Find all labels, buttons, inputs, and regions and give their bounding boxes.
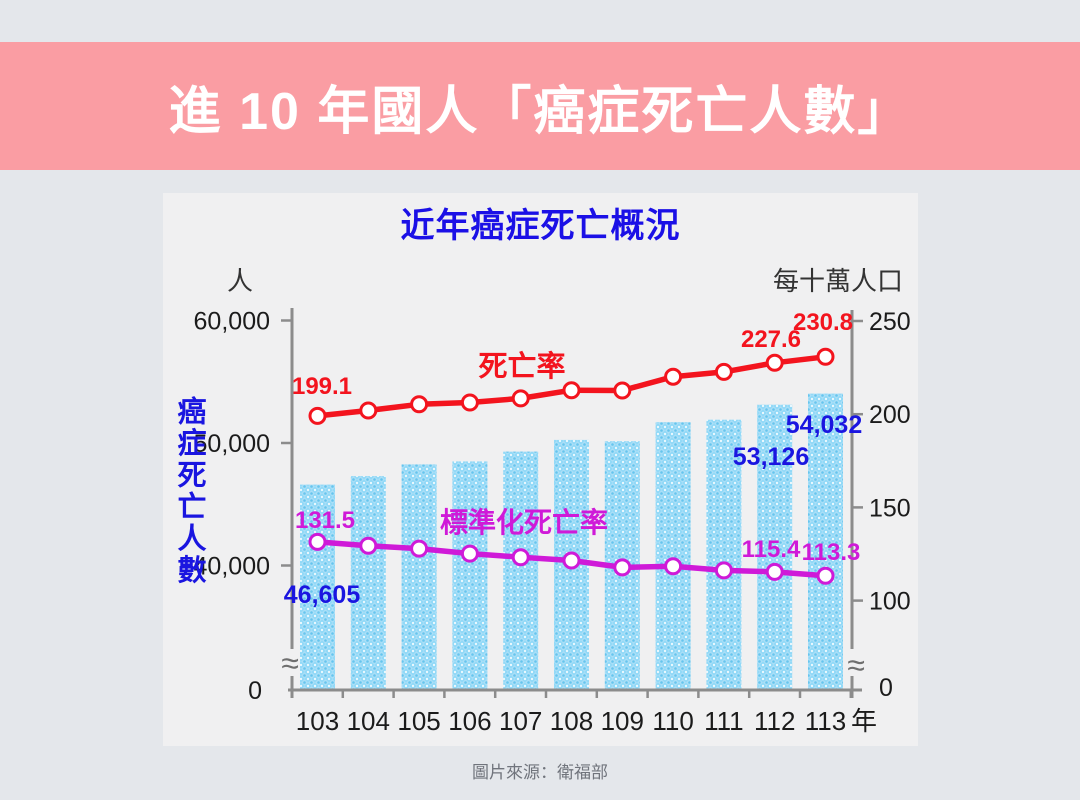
chart-panel bbox=[163, 193, 918, 746]
image-source-credit: 圖片來源：衛福部 bbox=[472, 763, 608, 782]
page-title: 進 10 年國人「癌症死亡人數」 bbox=[168, 82, 912, 141]
chart-title: 近年癌症死亡概況 bbox=[400, 207, 681, 245]
header-banner: 進 10 年國人「癌症死亡人數」 bbox=[0, 42, 1080, 170]
